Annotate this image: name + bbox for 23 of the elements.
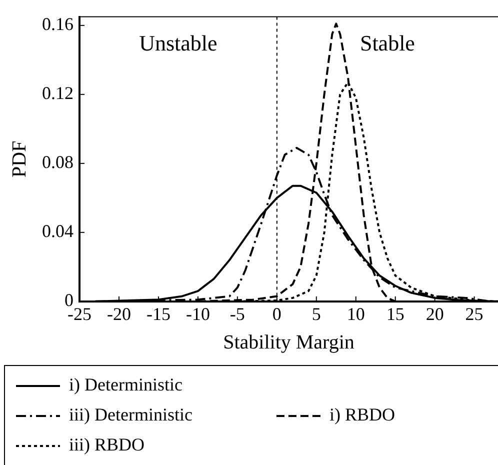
annotation: Stable — [360, 30, 415, 56]
legend-label: iii) Deterministic — [69, 404, 264, 425]
x-tick-label: 20 — [426, 304, 444, 324]
y-tick-label: 0 — [64, 290, 74, 310]
annotation: Unstable — [139, 30, 218, 56]
legend-label: iii) RBDO — [69, 434, 217, 455]
legend-label: i) Deterministic — [69, 374, 254, 395]
x-tick-label: -15 — [146, 304, 170, 324]
legend-label: i) RBDO — [329, 404, 467, 425]
x-tick-label: -20 — [106, 304, 131, 324]
x-tick-label: -5 — [230, 304, 245, 324]
y-tick-label: 0.12 — [42, 83, 74, 104]
x-tick-label: 15 — [386, 304, 404, 324]
y-tick-label: 0.16 — [42, 14, 74, 34]
x-axis-title: Stability Margin — [223, 331, 354, 354]
x-tick-label: 10 — [346, 304, 365, 324]
x-tick-label: 5 — [312, 304, 321, 324]
x-tick-label: -10 — [186, 304, 210, 324]
y-tick-label: 0.08 — [42, 152, 74, 172]
x-tick-label: 0 — [272, 304, 282, 324]
x-tick-label: 25 — [465, 304, 484, 324]
y-axis-title: PDF — [8, 140, 30, 178]
y-tick-label: 0.04 — [42, 221, 74, 242]
